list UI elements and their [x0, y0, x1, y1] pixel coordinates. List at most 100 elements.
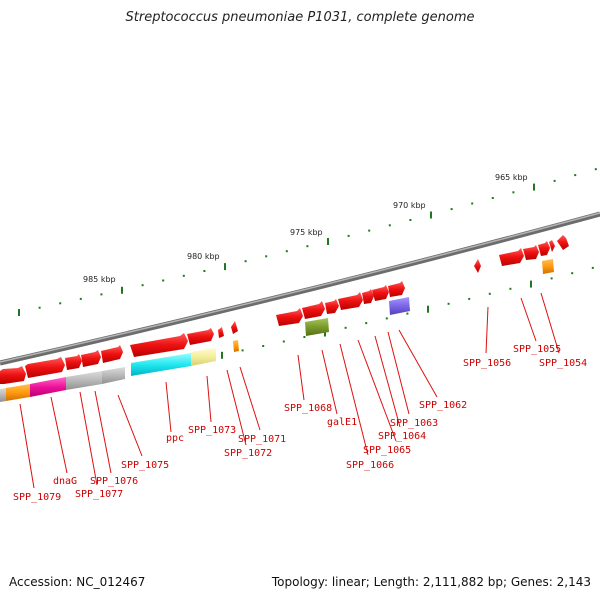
- leader-line: [387, 331, 410, 415]
- gene-label-spp-1054: SPP_1054: [539, 358, 587, 369]
- gene-arrow: [372, 285, 389, 301]
- scale-tick: [430, 211, 432, 219]
- leader-line: [165, 381, 172, 433]
- gene-label-spp-1055: SPP_1055: [513, 344, 561, 355]
- scale-tick: [182, 274, 185, 277]
- feature-box: [131, 353, 191, 376]
- scale-tick: [388, 224, 391, 227]
- scale-tick: [162, 279, 165, 282]
- scale-tick: [347, 234, 350, 237]
- gene-arrow: [101, 345, 123, 363]
- scale-tick: [533, 183, 535, 191]
- scale-tick: [491, 197, 494, 199]
- scale-tick: [18, 309, 20, 316]
- scale-tick: [450, 208, 453, 211]
- scale-tick: [327, 238, 329, 245]
- scale-tick: [365, 322, 368, 325]
- gene-arrow: [302, 301, 325, 319]
- scale-tick: [282, 340, 285, 343]
- gene-arrow: [499, 248, 524, 266]
- genome-backbone: [0, 211, 600, 366]
- gene-label-spp-1064: SPP_1064: [378, 431, 426, 442]
- gene-arrow: [523, 245, 539, 260]
- scale-tick: [203, 270, 206, 272]
- gene-label-spp-1063: SPP_1063: [390, 418, 438, 429]
- feature-box: [6, 384, 30, 401]
- leader-line: [321, 349, 338, 415]
- scale-tick: [285, 250, 288, 253]
- leader-line: [94, 390, 112, 474]
- scale-tick: [100, 293, 103, 296]
- feature-boxes: [0, 259, 554, 402]
- kbp-label-985: 985 kbp: [83, 275, 116, 284]
- gene-arrow: [276, 308, 303, 326]
- scale-tick: [571, 272, 574, 275]
- gene-label-spp-1056: SPP_1056: [463, 358, 511, 369]
- scale-tick: [594, 168, 597, 171]
- gene-arrow: [474, 259, 481, 273]
- gene-arrow: [325, 299, 339, 314]
- scale-tick: [512, 191, 515, 194]
- gene-label-spp-1076: SPP_1076: [90, 476, 138, 487]
- scale-tick: [79, 297, 82, 300]
- leader-line: [297, 354, 305, 401]
- scale-tick: [471, 202, 474, 205]
- gene-labels: SPP_1079 dnaG SPP_1077 SPP_1076 SPP_1075…: [13, 344, 587, 503]
- leader-line: [239, 366, 261, 431]
- gene-label-spp-1079: SPP_1079: [13, 492, 61, 503]
- scale-tick: [509, 287, 512, 290]
- gene-label-spp-1071: SPP_1071: [238, 434, 286, 445]
- feature-box: [30, 377, 66, 397]
- kbp-label-970: 970 kbp: [393, 201, 426, 210]
- gene-label-ppc: ppc: [166, 433, 184, 444]
- gene-arrow: [538, 241, 550, 256]
- gene-arrow: [130, 333, 188, 357]
- scale-tick: [406, 312, 409, 315]
- leader-line: [485, 306, 489, 354]
- feature-box: [102, 367, 125, 384]
- gene-arrow: [338, 292, 363, 310]
- scale-tick: [224, 263, 226, 271]
- forward-genes: [0, 235, 569, 384]
- feature-box: [66, 371, 102, 390]
- scale-tick: [306, 245, 309, 248]
- leader-line: [50, 396, 68, 474]
- scale-tick: [550, 277, 553, 280]
- gene-label-spp-1077: SPP_1077: [75, 489, 123, 500]
- leader-line: [79, 391, 98, 486]
- scale-tick: [262, 345, 265, 347]
- gene-label-gale1: galE1: [327, 417, 357, 428]
- scale-tick: [530, 280, 532, 288]
- feature-box: [305, 318, 329, 336]
- leader-line: [357, 339, 397, 442]
- gene-label-spp-1068: SPP_1068: [284, 403, 332, 414]
- scale-tick: [409, 219, 412, 221]
- gene-label-spp-1073: SPP_1073: [188, 425, 236, 436]
- scale-tick: [121, 286, 123, 294]
- scale-tick: [385, 317, 388, 320]
- gene-label-spp-1066: SPP_1066: [346, 460, 394, 471]
- kbp-label-975: 975 kbp: [290, 228, 323, 237]
- genome-summary-text: Topology: linear; Length: 2,111,882 bp; …: [271, 575, 591, 589]
- feature-box: [542, 259, 554, 274]
- leader-line: [117, 394, 143, 457]
- kbp-label-965: 965 kbp: [495, 173, 528, 182]
- scale-tick: [241, 349, 244, 352]
- leader-line: [374, 335, 401, 428]
- gene-arrow: [388, 281, 405, 297]
- map-title: Streptococcus pneumoniae P1031, complete…: [125, 10, 475, 25]
- scale-tick: [553, 179, 556, 182]
- scale-tick: [141, 284, 144, 287]
- scale-tick: [265, 255, 268, 258]
- gene-label-spp-1062: SPP_1062: [419, 400, 467, 411]
- scale-tick: [59, 302, 62, 305]
- scale-tick: [344, 326, 347, 329]
- accession-text: Accession: NC_012467: [9, 575, 146, 589]
- label-leader-lines: [19, 292, 560, 489]
- feature-box: [389, 297, 410, 315]
- leader-line: [540, 292, 560, 354]
- leader-line: [520, 297, 537, 342]
- gene-arrow: [218, 327, 224, 338]
- scale-ticks-upper: [18, 168, 597, 316]
- gene-arrow: [231, 321, 238, 334]
